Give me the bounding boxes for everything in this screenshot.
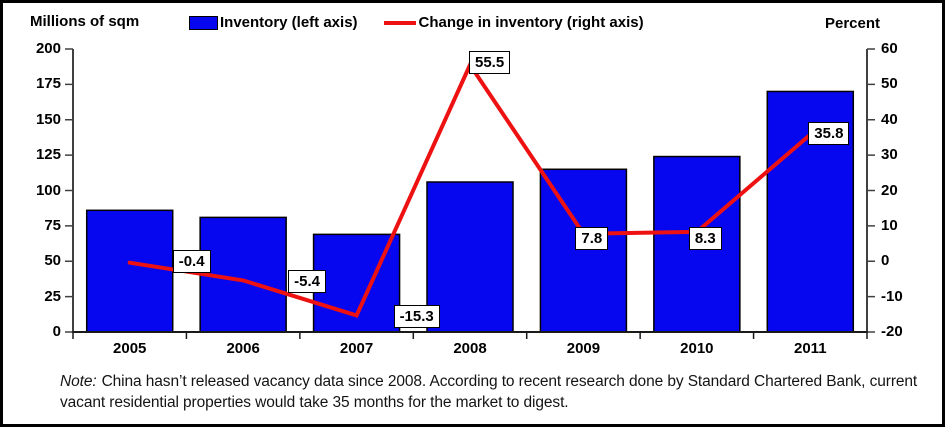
x-axis-category-label: 2005 (113, 340, 147, 357)
right-axis-tick-label: 60 (881, 40, 898, 57)
bar-2005 (85, 209, 174, 333)
x-axis-category-label: 2007 (339, 340, 374, 357)
left-axis-tick-label: 100 (35, 181, 61, 199)
x-axis-category-label: 2009 (566, 340, 601, 357)
data-label-2005: -0.4 (172, 250, 211, 274)
right-axis-tick-label: 20 (881, 181, 898, 199)
legend-item-change: Change in inventory (right axis) (383, 14, 644, 31)
legend-item-inventory: Inventory (left axis) (189, 14, 358, 31)
data-label-2011: 35.8 (808, 122, 850, 146)
x-axis-category-label: 2008 (453, 340, 487, 357)
change-line-swatch-icon (383, 20, 416, 25)
right-axis-tick-label: 0 (881, 252, 890, 270)
x-axis-category-label: 2006 (226, 340, 260, 357)
chart-legend: Inventory (left axis) Change in inventor… (189, 14, 644, 31)
x-axis-category-label: 2011 (794, 340, 827, 357)
inventory-bar-swatch-icon (189, 15, 218, 30)
bar-2009 (539, 168, 628, 333)
legend-label-change: Change in inventory (right axis) (418, 14, 644, 31)
left-axis-tick-label: 175 (35, 75, 61, 93)
left-axis-tick-label: 75 (44, 216, 61, 234)
data-label-2006: -5.4 (288, 269, 326, 293)
left-axis-tick-label: 0 (52, 323, 61, 340)
bar-2008 (426, 181, 514, 333)
left-axis-tick-label: 200 (35, 40, 61, 57)
data-label-2008: 55.5 (469, 51, 511, 75)
right-axis-tick-label: -10 (881, 287, 903, 305)
left-axis-tick-label: 150 (35, 110, 61, 128)
left-axis-title: Millions of sqm (30, 13, 140, 30)
right-axis-tick-label: 10 (881, 216, 898, 234)
left-axis-tick-label: 125 (35, 146, 61, 164)
note-prefix-label: Note: (60, 373, 97, 390)
chart-note: Note: China hasn’t released vacancy data … (60, 371, 928, 414)
right-axis-title: Percent (824, 15, 880, 32)
x-axis-category-label: 2010 (680, 340, 714, 357)
legend-label-inventory: Inventory (left axis) (220, 14, 358, 31)
left-axis-tick-label: 25 (44, 287, 61, 305)
data-label-2010: 8.3 (688, 227, 722, 251)
right-axis-tick-label: 30 (881, 146, 898, 164)
data-label-2009: 7.8 (575, 227, 609, 251)
data-label-2007: -15.3 (393, 304, 440, 328)
left-axis-tick-label: 50 (44, 252, 61, 270)
right-axis-tick-label: 40 (881, 110, 898, 128)
right-axis-tick-label: -20 (881, 323, 903, 340)
note-body-text: China hasn’t released vacancy data since… (60, 373, 918, 412)
right-axis-tick-label: 50 (881, 75, 898, 93)
